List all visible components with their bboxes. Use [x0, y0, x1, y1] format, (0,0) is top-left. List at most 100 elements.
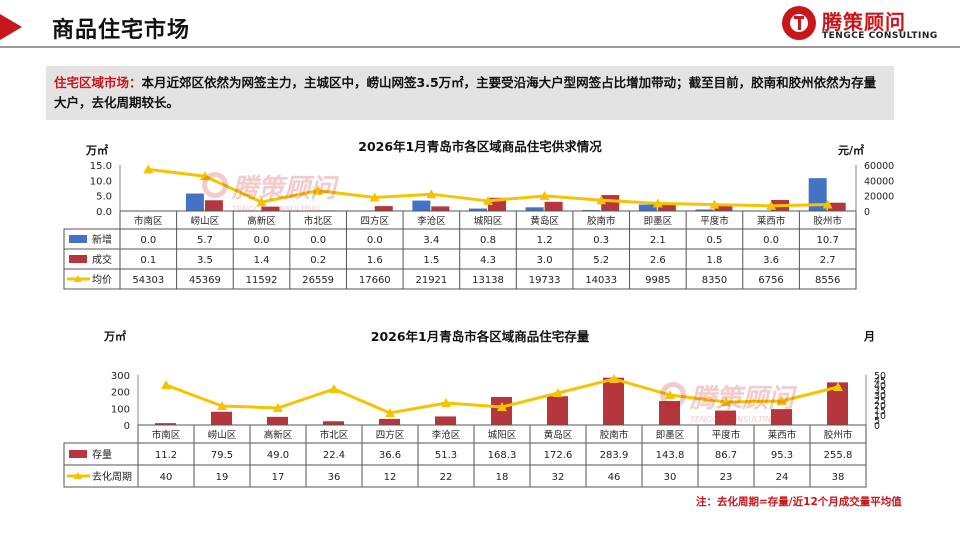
x-tick-label: 黄岛区 — [530, 215, 559, 227]
summary-box: 住宅区域市场：本月近郊区依然为网签主力，主城区中，崂山网签3.5万㎡，主要受沿海… — [46, 66, 894, 120]
data-label-去化周期: 40 — [160, 472, 173, 483]
legend-swatch-存量 — [69, 450, 87, 458]
point-均价 — [766, 200, 777, 210]
y-right-tick-label: 20 — [874, 401, 886, 412]
y-right-tick-label: 10 — [874, 411, 886, 422]
bar-存量 — [267, 416, 288, 425]
bar-存量 — [659, 401, 680, 425]
x-tick-label: 城阳区 — [488, 430, 517, 441]
legend-marker-均价 — [74, 275, 82, 282]
data-label-成交: 3.0 — [537, 255, 553, 266]
data-label-成交: 3.6 — [763, 255, 779, 266]
x-tick-label: 胶州市 — [813, 215, 842, 227]
point-去化周期 — [665, 390, 675, 399]
point-均价 — [143, 164, 154, 174]
bar-存量 — [827, 382, 848, 425]
bar-存量 — [379, 418, 400, 425]
y-right-tick-label: 0 — [874, 421, 880, 432]
data-label-新增: 0.0 — [310, 235, 326, 246]
x-tick-label: 城阳区 — [474, 216, 503, 227]
legend-label-存量: 存量 — [92, 448, 112, 461]
data-label-去化周期: 32 — [552, 472, 565, 483]
point-去化周期 — [329, 384, 339, 393]
x-tick-label: 胶州市 — [824, 429, 853, 441]
data-label-均价: 54303 — [132, 275, 164, 286]
x-tick-label: 四方区 — [376, 429, 405, 441]
point-去化周期 — [777, 396, 787, 405]
bar-成交 — [204, 200, 223, 211]
data-label-均价: 13138 — [472, 275, 504, 286]
y-right-tick-label: 5 — [874, 416, 880, 427]
data-label-存量: 143.8 — [656, 450, 685, 461]
data-label-存量: 51.3 — [435, 450, 457, 461]
x-tick-label: 平度市 — [712, 429, 741, 441]
data-label-成交: 3.5 — [197, 255, 213, 266]
data-label-成交: 2.6 — [650, 255, 666, 266]
bar-新增 — [469, 208, 487, 211]
bar-新增 — [695, 209, 714, 211]
data-label-存量: 79.5 — [211, 450, 233, 461]
point-均价 — [709, 199, 720, 209]
data-label-均价: 14033 — [585, 275, 617, 286]
y-left-tick-label: 10.0 — [90, 176, 112, 187]
data-label-成交: 1.4 — [254, 255, 270, 266]
data-label-存量: 283.9 — [600, 450, 629, 461]
data-label-成交: 1.6 — [367, 255, 383, 266]
logo: 腾策顾问 TENGCE CONSULTING — [782, 6, 952, 44]
data-label-去化周期: 17 — [272, 472, 285, 483]
y-right-tick-label: 50 — [874, 371, 886, 382]
data-label-去化周期: 12 — [384, 472, 397, 483]
data-label-新增: 1.2 — [537, 235, 553, 246]
x-tick-label: 李沧区 — [417, 215, 446, 227]
chart1-right-unit: 元/㎡ — [838, 144, 865, 157]
page-title: 商品住宅市场 — [52, 18, 191, 43]
point-去化周期 — [385, 408, 395, 417]
y-right-tick-label: 30 — [874, 391, 886, 402]
chart1-left-unit: 万㎡ — [86, 144, 108, 157]
legend-label-新增: 新增 — [92, 233, 112, 246]
y-right-tick-label: 35 — [874, 386, 886, 397]
x-tick-label: 市南区 — [152, 429, 181, 441]
data-label-存量: 168.3 — [488, 450, 517, 461]
bar-成交 — [374, 206, 393, 211]
x-tick-label: 崂山区 — [208, 430, 237, 441]
data-label-去化周期: 30 — [664, 472, 677, 483]
x-tick-label: 即墨区 — [644, 216, 673, 227]
x-tick-label: 莱西市 — [757, 215, 786, 227]
footnote: 注：去化周期=存量/近12个月成交量平均值 — [696, 496, 902, 508]
data-label-均价: 6756 — [758, 275, 783, 286]
data-label-去化周期: 38 — [832, 472, 845, 483]
bar-成交 — [431, 206, 450, 211]
legend-swatch-成交 — [69, 255, 87, 263]
data-label-新增: 0.0 — [763, 235, 779, 246]
data-label-存量: 11.2 — [155, 450, 177, 461]
y-left-tick-label: 15.0 — [90, 161, 112, 172]
point-去化周期 — [273, 403, 283, 412]
bar-存量 — [435, 416, 456, 425]
point-去化周期 — [217, 401, 227, 410]
y-right-tick-label: 40 — [874, 381, 886, 392]
x-tick-label: 莱西市 — [768, 429, 797, 441]
y-right-tick-label: 40000 — [864, 176, 894, 187]
data-label-新增: 2.1 — [650, 235, 666, 246]
bar-存量 — [547, 396, 568, 425]
data-label-新增: 3.4 — [423, 235, 439, 246]
point-均价 — [596, 195, 607, 205]
summary-label: 住宅区域市场： — [54, 75, 142, 90]
x-tick-label: 市北区 — [320, 429, 349, 441]
data-label-成交: 1.5 — [423, 255, 439, 266]
point-去化周期 — [497, 402, 507, 411]
point-去化周期 — [721, 397, 731, 406]
chart2-right-unit: 月 — [864, 330, 875, 343]
y-right-tick-label: 20000 — [864, 192, 894, 203]
data-label-新增: 0.0 — [140, 235, 156, 246]
y-left-tick-label: 0 — [124, 421, 130, 432]
x-tick-label: 胶南市 — [600, 429, 629, 441]
data-label-去化周期: 19 — [216, 472, 229, 483]
bar-新增 — [412, 200, 431, 211]
data-label-成交: 2.7 — [820, 255, 836, 266]
chart1-svg: 0.0 5.0 10.0 15.0 0 20000 40000 60000 市南区 崂山区 高新区 市… — [63, 161, 894, 290]
point-均价 — [822, 199, 833, 209]
data-label-去化周期: 22 — [440, 472, 453, 483]
y-left-tick-label: 300 — [111, 371, 130, 382]
